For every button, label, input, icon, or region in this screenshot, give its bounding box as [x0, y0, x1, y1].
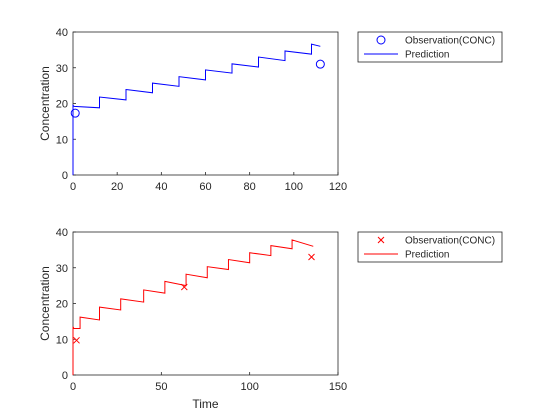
- y-tick-label-bottom-0: 0: [62, 370, 68, 382]
- x-tick-label-bottom-1: 50: [155, 381, 167, 393]
- y-tick-label-bottom-1: 10: [56, 334, 68, 346]
- legend-box-bottom: [357, 231, 503, 263]
- x-tick-label-top-5: 100: [285, 181, 303, 193]
- x-tick-label-bottom-0: 0: [70, 381, 76, 393]
- prediction-line-top: [72, 43, 321, 175]
- y-tick-label-bottom-2: 20: [56, 299, 68, 311]
- observation-point-bottom-1: [180, 283, 188, 291]
- y-tick-label-bottom-4: 40: [56, 227, 68, 239]
- y-tick-label-top-4: 40: [56, 27, 68, 39]
- x-ticks-bottom: 0 50 100 150: [70, 372, 347, 393]
- legend-box-top: [357, 31, 503, 63]
- legend-label-observation-top: Observation(CONC): [405, 36, 495, 47]
- x-tick-label-top-4: 80: [244, 181, 256, 193]
- x-tick-label-bottom-3: 150: [329, 381, 347, 393]
- prediction-line-bottom: [72, 239, 314, 375]
- legend-label-prediction-bottom: Prediction: [405, 250, 449, 261]
- observations-bottom: [73, 253, 315, 344]
- y-tick-label-top-3: 30: [56, 63, 68, 75]
- y-axis-label-bottom: Concentration: [38, 266, 52, 341]
- y-tick-label-top-0: 0: [62, 170, 68, 182]
- x-tick-label-top-2: 40: [155, 181, 167, 193]
- x-tick-label-top-1: 20: [111, 181, 123, 193]
- prediction-bottom: [72, 239, 314, 375]
- y-ticks-top: 0 10 20 30 40: [56, 27, 76, 182]
- x-tick-label-top-3: 60: [199, 181, 211, 193]
- chart-bottom: 0 50 100 150 0 10 20 30 40 Concentration Time O…: [38, 227, 503, 411]
- plot-area-top: [72, 31, 339, 176]
- x-axis-label-bottom: Time: [192, 397, 219, 411]
- observation-point-bottom-2: [308, 253, 315, 261]
- legend-label-prediction-top: Prediction: [405, 50, 449, 61]
- observations-top: [70, 59, 325, 118]
- legend-top: Observation(CONC) Prediction: [357, 31, 503, 63]
- x-tick-label-top-6: 120: [329, 181, 347, 193]
- prediction-top: [72, 43, 321, 175]
- x-tick-label-top-0: 0: [70, 181, 76, 193]
- legend-marker-x: [377, 236, 385, 244]
- legend-marker-circle: [376, 35, 386, 45]
- observation-point-bottom-0: [73, 336, 80, 344]
- legend-label-observation-bottom: Observation(CONC): [405, 236, 495, 247]
- legend-bottom: Observation(CONC) Prediction: [357, 231, 503, 263]
- observation-point-top-0: [70, 108, 80, 118]
- y-tick-label-top-1: 10: [56, 134, 68, 146]
- x-ticks-top: 0 20 40 60 80 100 120: [70, 172, 347, 193]
- x-tick-label-bottom-2: 100: [240, 381, 258, 393]
- y-ticks-bottom: 0 10 20 30 40: [56, 227, 76, 382]
- plot-area-bottom: [72, 231, 339, 376]
- y-tick-label-top-2: 20: [56, 99, 68, 111]
- y-axis-label-top: Concentration: [38, 66, 52, 141]
- y-tick-label-bottom-3: 30: [56, 263, 68, 275]
- observation-point-top-1: [315, 59, 325, 69]
